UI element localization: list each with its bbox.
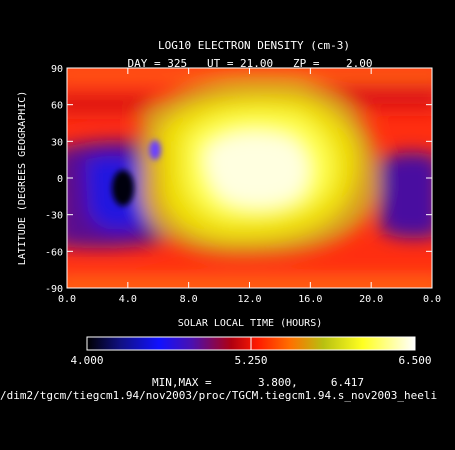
x-tick-label: 8.0 xyxy=(180,294,198,305)
y-tick-label: 0 xyxy=(57,174,63,185)
x-tick-label: 12.0 xyxy=(237,294,261,305)
heatmap-field xyxy=(67,68,432,288)
y-tick-label: -30 xyxy=(45,211,63,222)
y-axis-label: LATITUDE (DEGREES GEOGRAPHIC) xyxy=(17,91,28,266)
chart-subtitle: DAY = 325 UT = 21.00 ZP = 2.00 xyxy=(127,57,373,70)
footer-path: /dim2/tgcm/tiegcm1.94/nov2003/proc/TGCM.… xyxy=(0,389,438,402)
colorbar-mid-label: 5.250 xyxy=(234,354,267,367)
x-axis-label: SOLAR LOCAL TIME (HOURS) xyxy=(178,318,323,329)
x-tick-label: 0.0 xyxy=(423,294,441,305)
y-tick-label: 30 xyxy=(51,137,63,148)
colorbar-max-label: 6.500 xyxy=(398,354,431,367)
minmax-readout: MIN,MAX = 3.800, 6.417 xyxy=(152,376,364,389)
axis-ticks: 0.0 4.0 8.0 12.0 16.0 20.0 0.0 90 60 30 0 -30 -60 -90 xyxy=(45,64,441,305)
y-tick-label: -90 xyxy=(45,284,63,295)
colorbar-min-label: 4.000 xyxy=(70,354,103,367)
x-tick-label: 16.0 xyxy=(298,294,322,305)
chart-title: LOG10 ELECTRON DENSITY (cm-3) xyxy=(157,39,351,52)
y-tick-label: 60 xyxy=(51,101,63,112)
y-tick-label: 90 xyxy=(51,64,63,75)
x-tick-label: 20.0 xyxy=(359,294,383,305)
x-tick-label: 4.0 xyxy=(119,294,137,305)
x-tick-label: 0.0 xyxy=(58,294,76,305)
y-tick-label: -60 xyxy=(45,247,63,258)
